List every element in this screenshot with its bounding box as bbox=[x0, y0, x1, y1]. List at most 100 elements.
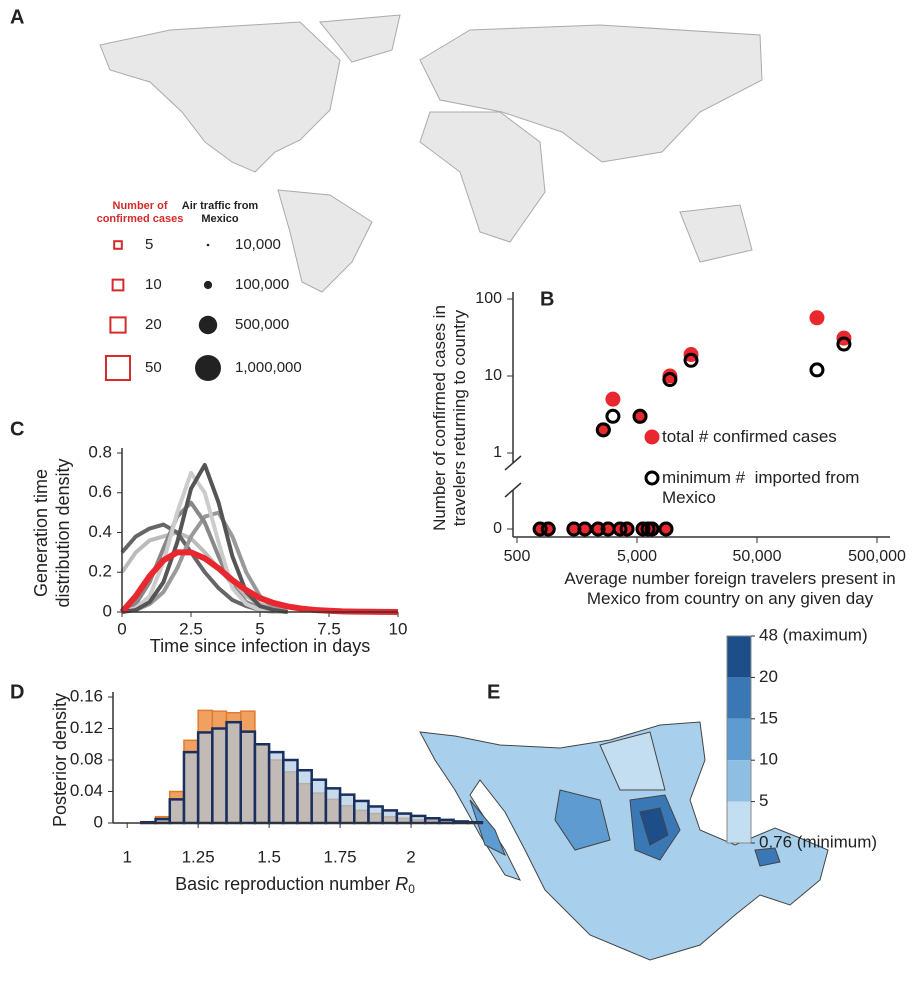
legend-label: 5 bbox=[145, 236, 153, 253]
legend-title: Number of confirmed cases bbox=[96, 200, 184, 225]
x-axis-label-subscript: 0 bbox=[408, 882, 415, 896]
colorbar-label: 15 bbox=[759, 708, 778, 727]
state bbox=[469, 799, 506, 857]
point bbox=[635, 521, 651, 537]
y-tick-label: 0.4 bbox=[88, 522, 112, 541]
state bbox=[639, 807, 669, 846]
point bbox=[532, 521, 548, 537]
x-axis-label: Time since infection in days bbox=[149, 636, 371, 656]
legend-label: total # confirmed cases bbox=[662, 427, 837, 446]
bar bbox=[324, 787, 342, 825]
legend-label: 100,000 bbox=[235, 276, 289, 293]
curve bbox=[121, 462, 288, 614]
state bbox=[599, 731, 666, 791]
bar bbox=[267, 750, 285, 825]
point bbox=[605, 408, 621, 424]
x-axis-label-symbol: R bbox=[395, 874, 408, 894]
y-tick-label: 0 bbox=[103, 601, 112, 620]
axis-break bbox=[504, 482, 522, 498]
land bbox=[319, 14, 401, 63]
point bbox=[595, 422, 611, 438]
legend-label: 50 bbox=[145, 359, 162, 376]
y-axis-label: Generation time distribution density bbox=[31, 458, 73, 608]
colorbar-label: 48 (maximum) bbox=[759, 625, 868, 644]
y-tick-label: 0.6 bbox=[88, 482, 112, 501]
point bbox=[683, 352, 699, 368]
panel-label: A bbox=[10, 6, 24, 28]
y-tick-label: 0.04 bbox=[70, 781, 103, 800]
point bbox=[632, 408, 648, 424]
y-tick-label: 1 bbox=[493, 444, 502, 461]
point bbox=[644, 521, 660, 537]
bar bbox=[367, 805, 384, 825]
x-axis-label: Basic reproduction number R0 bbox=[175, 874, 415, 896]
legend-label: 10 bbox=[145, 276, 162, 293]
axis-break bbox=[504, 455, 522, 471]
legend-label: minimum # imported from Mexico bbox=[662, 468, 865, 507]
point bbox=[662, 372, 678, 388]
point bbox=[605, 391, 621, 407]
legend-square bbox=[104, 354, 132, 382]
y-tick-label: 0.12 bbox=[70, 718, 103, 737]
colorbar-label: 0.76 (minimum) bbox=[759, 832, 877, 851]
legend-circle bbox=[198, 315, 218, 335]
colorbar-band bbox=[727, 801, 751, 843]
legend-label: 1,000,000 bbox=[235, 359, 302, 376]
bar bbox=[409, 814, 427, 825]
point bbox=[658, 521, 674, 537]
panel-label: B bbox=[540, 288, 554, 310]
x-tick-label: 2 bbox=[406, 847, 415, 866]
legend-label: 500,000 bbox=[235, 316, 289, 333]
land bbox=[277, 189, 373, 293]
bar bbox=[196, 731, 214, 825]
point bbox=[590, 521, 606, 537]
y-tick-label: 10 bbox=[484, 367, 502, 384]
legend-label: 10,000 bbox=[235, 236, 281, 253]
land bbox=[99, 21, 341, 173]
colorbar-band bbox=[727, 760, 751, 802]
colorbar-band bbox=[727, 636, 751, 678]
x-tick-label: 5 bbox=[255, 619, 264, 638]
mexico-map bbox=[419, 721, 829, 961]
colorbar-frame bbox=[726, 635, 752, 844]
x-tick-label: 10 bbox=[389, 619, 408, 638]
legend-title: Air traffic from Mexico bbox=[181, 200, 262, 225]
x-axis-label-text: Basic reproduction number bbox=[175, 874, 390, 894]
bar bbox=[182, 750, 200, 825]
x-tick-label: 0 bbox=[117, 619, 126, 638]
state bbox=[554, 789, 611, 851]
bar bbox=[211, 727, 228, 825]
colorbar-band bbox=[727, 718, 751, 761]
panel-label: D bbox=[10, 681, 24, 703]
y-tick-label: 0.08 bbox=[70, 749, 103, 768]
legend-square bbox=[113, 240, 123, 250]
point bbox=[836, 336, 852, 352]
x-tick-label: 1.75 bbox=[324, 847, 357, 866]
colorbar-label: 5 bbox=[759, 791, 768, 810]
panel-label: C bbox=[10, 418, 24, 440]
colorbar-label: 10 bbox=[759, 750, 778, 769]
legend-marker bbox=[644, 429, 660, 445]
land bbox=[419, 24, 763, 163]
y-axis-label: Number of confirmed cases in travelers r… bbox=[430, 300, 469, 531]
legend-marker bbox=[644, 470, 660, 486]
x-tick-label: 1.5 bbox=[257, 847, 281, 866]
y-tick-label: 0.16 bbox=[70, 686, 103, 705]
world-map bbox=[99, 14, 763, 293]
bar bbox=[353, 799, 370, 825]
x-tick-label: 50,000 bbox=[733, 548, 782, 565]
bar bbox=[168, 798, 186, 825]
bar bbox=[253, 743, 271, 825]
y-axis-label: Posterior density bbox=[50, 692, 70, 828]
x-tick-label: 7.5 bbox=[317, 619, 341, 638]
x-tick-label: 1 bbox=[122, 847, 131, 866]
legend-square bbox=[109, 316, 127, 334]
x-tick-label: 2.5 bbox=[179, 619, 203, 638]
land bbox=[679, 204, 753, 263]
y-tick-label: 100 bbox=[475, 290, 502, 307]
land bbox=[419, 111, 546, 243]
state bbox=[754, 847, 781, 867]
point bbox=[809, 362, 825, 378]
point bbox=[662, 368, 678, 384]
